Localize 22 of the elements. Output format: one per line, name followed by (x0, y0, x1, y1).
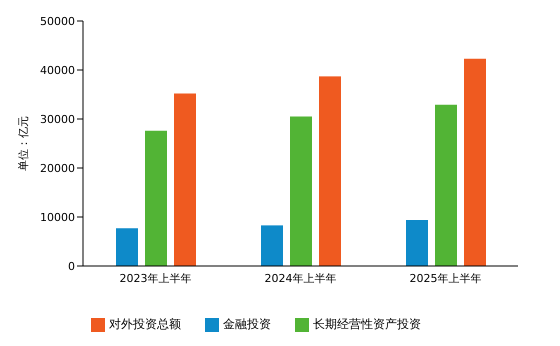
bar (261, 225, 283, 266)
x-tick-label: 2025年上半年 (410, 272, 482, 285)
y-tick-label: 30000 (40, 112, 75, 126)
y-tick-label: 40000 (40, 64, 75, 77)
legend-label: 长期经营性资产投资 (313, 317, 421, 331)
bar (406, 220, 428, 266)
bar (464, 58, 486, 266)
legend-label: 对外投资总额 (109, 317, 181, 331)
y-tick-label: 10000 (40, 210, 75, 224)
bar (319, 76, 341, 266)
x-tick-label: 2023年上半年 (120, 272, 192, 285)
y-tick-label: 50000 (40, 14, 75, 28)
y-tick-label: 0 (68, 260, 75, 273)
bar (116, 228, 138, 266)
y-axis-title: 单位：亿元 (16, 116, 30, 171)
y-tick-label: 20000 (40, 162, 75, 175)
bar (435, 104, 457, 266)
bar (174, 94, 196, 266)
legend-label: 金融投资 (223, 317, 271, 331)
x-tick-label: 2024年上半年 (264, 272, 336, 285)
bar (290, 116, 312, 266)
bar (145, 130, 167, 266)
